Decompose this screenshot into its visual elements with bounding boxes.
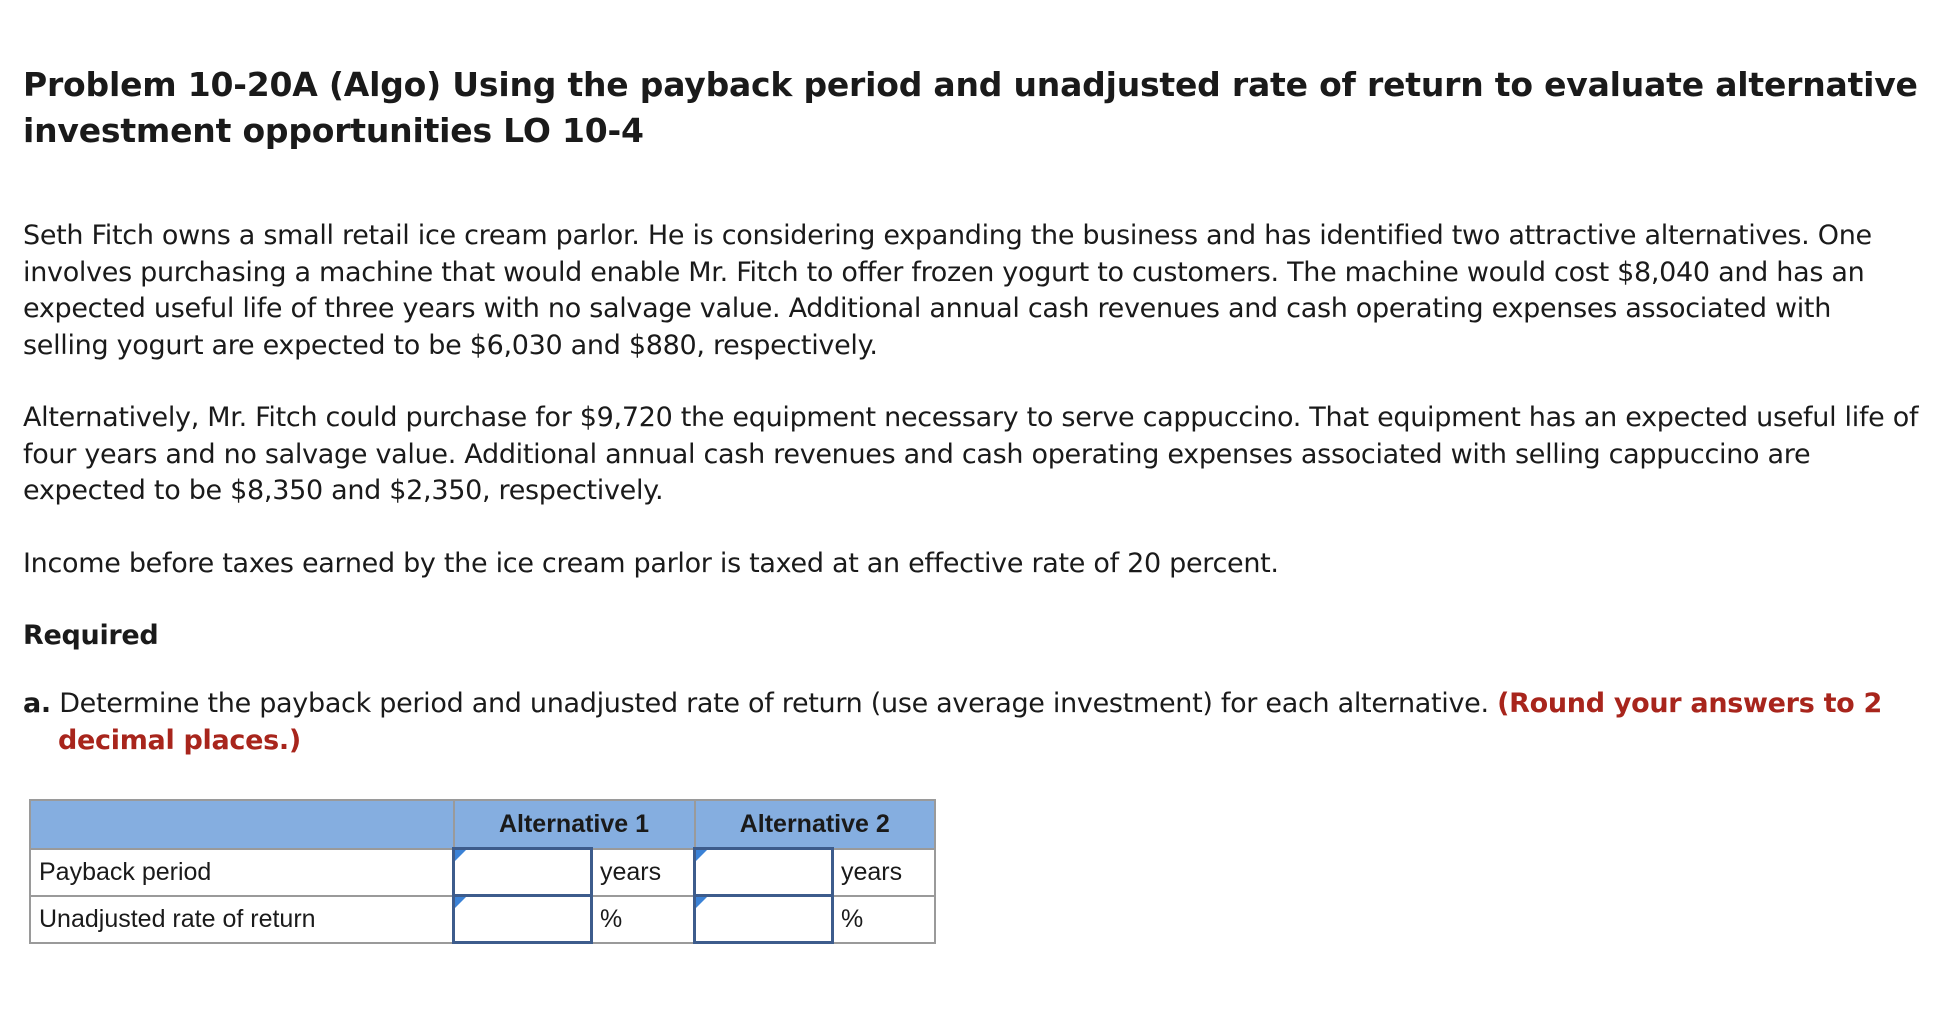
problem-content: Problem 10-20A (Algo) Using the payback … (23, 62, 1923, 759)
row-label-payback-period: Payback period (29, 847, 455, 897)
rate-alt2-cell (693, 894, 834, 944)
problem-title: Problem 10-20A (Algo) Using the payback … (23, 65, 1918, 150)
paragraph-alternative-1: Seth Fitch owns a small retail ice cream… (23, 220, 1872, 361)
paragraph-alternative-2: Alternatively, Mr. Fitch could purchase … (23, 402, 1919, 506)
rate-alt2-unit: % (831, 894, 936, 944)
paragraph-tax-rate: Income before taxes earned by the ice cr… (23, 547, 1279, 579)
payback-alt1-unit: years (590, 847, 696, 897)
payback-alt1-input[interactable] (455, 850, 590, 894)
table-row-payback-period: Payback period years years (29, 847, 936, 897)
rate-alt2-input[interactable] (696, 897, 831, 941)
required-heading: Required (23, 620, 159, 651)
header-empty (29, 799, 455, 850)
table-row-unadjusted-rate: Unadjusted rate of return % % (29, 894, 936, 944)
rate-alt1-input[interactable] (455, 897, 590, 941)
answer-table: Alternative 1 Alternative 2 Payback peri… (29, 799, 936, 944)
payback-alt2-input[interactable] (696, 850, 831, 894)
part-a-text: Determine the payback period and unadjus… (59, 688, 1489, 719)
rate-alt1-unit: % (590, 894, 696, 944)
part-a-letter: a. (23, 688, 51, 719)
rounding-note: (Round your answers to 2 decimal places.… (58, 688, 1883, 756)
payback-alt1-cell (452, 847, 593, 897)
header-alternative-1: Alternative 1 (452, 799, 696, 850)
part-a-instruction: a. Determine the payback period and unad… (23, 686, 1923, 759)
table-header-row: Alternative 1 Alternative 2 (29, 799, 936, 850)
rate-alt1-cell (452, 894, 593, 944)
payback-alt2-cell (693, 847, 834, 897)
payback-alt2-unit: years (831, 847, 936, 897)
header-alternative-2: Alternative 2 (693, 799, 936, 850)
row-label-unadjusted-rate: Unadjusted rate of return (29, 894, 455, 944)
